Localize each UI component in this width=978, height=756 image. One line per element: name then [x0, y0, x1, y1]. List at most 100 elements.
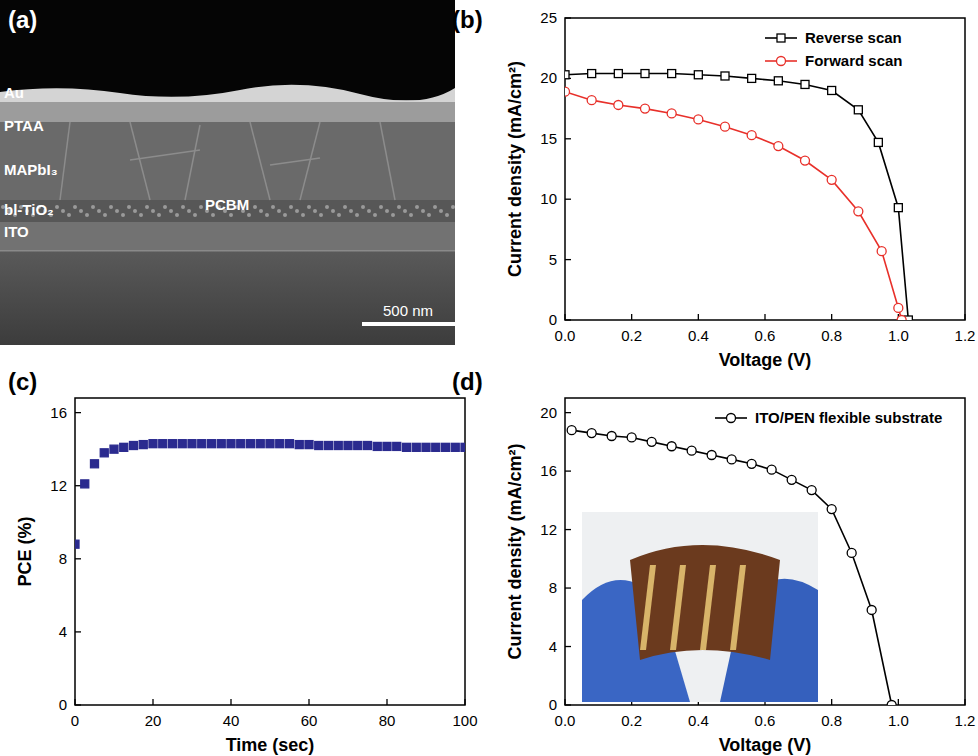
data-point [432, 443, 440, 451]
tio2-grain [349, 209, 353, 213]
data-point [91, 460, 99, 468]
series-line [572, 430, 892, 705]
layer-label: ITO [4, 223, 29, 240]
y-tick [75, 485, 81, 486]
data-point [422, 443, 430, 451]
data-point [828, 86, 836, 94]
x-tick [308, 699, 309, 705]
tio2-grain [445, 213, 449, 217]
data-point [295, 441, 303, 449]
tio2-grain [247, 213, 251, 217]
data-point [614, 70, 622, 78]
tio2-grain [163, 205, 167, 209]
x-tick-label: 0.6 [755, 712, 776, 729]
x-axis-label: Time (sec) [226, 735, 315, 755]
plot-frame [565, 398, 965, 705]
tio2-grain [319, 213, 323, 217]
data-point [237, 440, 245, 448]
y-tick [565, 704, 571, 705]
data-point [247, 440, 255, 448]
data-point [159, 440, 167, 448]
data-point [774, 142, 783, 151]
tio2-grain [199, 205, 203, 209]
y-tick [75, 704, 81, 705]
x-tick-label: 0.0 [555, 712, 576, 729]
x-tick [564, 699, 565, 705]
data-point [687, 446, 696, 455]
au-layer [0, 85, 455, 102]
data-point [894, 204, 902, 212]
plot-frame [75, 398, 465, 705]
y-tick-label: 16 [50, 404, 67, 421]
grain-boundary [380, 122, 395, 200]
tio2-grain [67, 213, 71, 217]
y-axis-label: Current density (mA/cm²) [505, 443, 525, 659]
data-point [451, 443, 459, 451]
legend-label: ITO/PEN flexible substrate [755, 409, 942, 426]
tio2-grain [229, 213, 233, 217]
tio2-grain [121, 213, 125, 217]
data-point [588, 70, 596, 78]
scale-bar-label: 500 nm [383, 302, 433, 319]
tio2-grain [79, 209, 83, 213]
data-point [227, 440, 235, 448]
y-tick-label: 4 [549, 638, 557, 655]
data-point [774, 77, 782, 85]
data-point [627, 433, 636, 442]
plot-frame [565, 18, 965, 320]
data-point [208, 440, 216, 448]
data-point [81, 480, 89, 488]
data-point [721, 72, 729, 80]
legend: Reverse scanForward scan [765, 29, 903, 69]
tio2-grain [103, 213, 107, 217]
x-tick-label: 0.4 [688, 712, 709, 729]
scale-bar [362, 322, 455, 326]
y-tick-label: 15 [540, 130, 557, 147]
tio2-grain [367, 209, 371, 213]
tio2-grain [391, 213, 395, 217]
data-point [727, 455, 736, 464]
data-point [130, 442, 138, 450]
legend-marker [727, 414, 736, 423]
data-point [100, 449, 108, 457]
tio2-grain [265, 213, 269, 217]
tio2-grain [277, 209, 281, 213]
photo-inset [582, 512, 818, 702]
legend-label: Forward scan [805, 52, 903, 69]
y-tick [565, 259, 571, 260]
grain-boundary [250, 122, 270, 200]
data-point [354, 442, 362, 450]
tio2-grain [193, 213, 197, 217]
tio2-grain [373, 213, 377, 217]
legend-marker [777, 57, 786, 66]
y-tick-label: 0 [549, 696, 557, 713]
tio2-grain [169, 209, 173, 213]
data-point [801, 80, 809, 88]
data-point [694, 115, 703, 124]
layer-label: MAPbI₃ [4, 161, 58, 178]
tio2-grain [271, 205, 275, 209]
data-point [75, 540, 79, 548]
tio2-grain [253, 205, 257, 209]
x-tick [464, 699, 465, 705]
y-tick-label: 25 [540, 9, 557, 26]
data-point [188, 440, 196, 448]
electrode [670, 565, 686, 650]
data-point [403, 443, 411, 451]
data-point [169, 440, 177, 448]
plot-panel: 0204060801000481216Time (sec)PCE (%) [15, 398, 478, 755]
data-point [854, 207, 863, 216]
tio2-grain [127, 205, 131, 209]
y-tick-label: 0 [549, 311, 557, 328]
grain-boundary [60, 122, 70, 200]
data-point [587, 96, 596, 105]
data-point [461, 443, 465, 451]
tio2-grain [343, 205, 347, 209]
x-tick-label: 80 [379, 712, 396, 729]
plot-panel: 0.00.20.40.60.81.01.20510152025Voltage (… [505, 9, 975, 370]
y-tick [565, 138, 571, 139]
x-tick-label: 1.0 [888, 327, 909, 344]
x-tick-label: 0.2 [621, 327, 642, 344]
data-point [364, 442, 372, 450]
x-axis-label: Voltage (V) [719, 735, 812, 755]
